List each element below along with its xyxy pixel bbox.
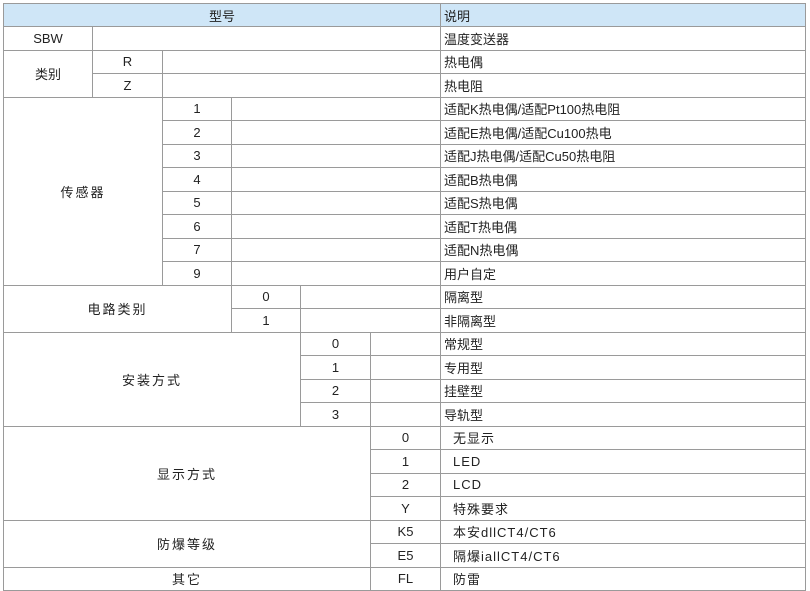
code-cell: Y — [369, 496, 442, 521]
table-row: 传感器 1 适配K热电偶/适配Pt100热电阻 — [3, 96, 806, 286]
desc-cell: 适配K热电偶/适配Pt100热电阻 — [440, 96, 806, 121]
code-cell: 0 — [369, 425, 442, 450]
code-cell: 3 — [162, 143, 232, 168]
desc-cell: 本安dllCT4/CT6 — [440, 519, 806, 544]
desc-cell: 防雷 — [440, 566, 806, 591]
code-cell: 2 — [300, 378, 371, 403]
table-row: 3 适配J热电偶/适配Cu50热电阻 — [4, 143, 806, 168]
desc-cell: 适配N热电偶 — [440, 237, 806, 262]
empty-cell — [230, 261, 442, 286]
code-cell: 5 — [162, 190, 232, 215]
group-label: 显示方式 — [3, 425, 371, 521]
desc-cell: LCD — [440, 472, 806, 497]
code-cell: 3 — [300, 402, 371, 427]
table-row: Y 特殊要求 — [4, 496, 806, 521]
empty-cell — [230, 237, 442, 262]
code-cell: FL — [369, 566, 442, 591]
code-cell: R — [92, 49, 163, 74]
empty-cell — [230, 167, 442, 192]
code-cell: 6 — [162, 214, 232, 239]
code-cell: 1 — [369, 449, 442, 474]
table-row: 2 适配E热电偶/适配Cu100热电 — [4, 120, 806, 145]
code-cell: K5 — [369, 519, 442, 544]
code-cell: 1 — [300, 355, 371, 380]
code-cell: 7 — [162, 237, 232, 262]
empty-cell — [299, 284, 442, 309]
desc-cell: 无显示 — [440, 425, 806, 450]
empty-cell — [299, 308, 442, 333]
table-row: Z 热电阻 — [4, 73, 806, 98]
code-cell: E5 — [369, 543, 442, 568]
table-row: 7 适配N热电偶 — [4, 237, 806, 262]
group-label: 电路类别 — [3, 284, 232, 333]
desc-cell: 非隔离型 — [440, 308, 806, 333]
desc-cell: 温度变送器 — [440, 26, 806, 51]
empty-cell — [91, 26, 442, 51]
group-label: 类别 — [3, 49, 93, 98]
empty-cell — [230, 214, 442, 239]
table-row: E5 隔爆iallCT4/CT6 — [4, 543, 806, 568]
desc-cell: 特殊要求 — [440, 496, 806, 521]
desc-cell: 热电阻 — [440, 73, 806, 98]
table-row: SBW 温度变送器 — [3, 26, 806, 51]
desc-cell: 用户自定 — [440, 261, 806, 286]
header-row: 型号 说明 — [2, 3, 806, 27]
table-row: 4 适配B热电偶 — [4, 167, 806, 192]
empty-cell — [230, 120, 442, 145]
empty-cell — [369, 378, 442, 403]
table-row: 9 用户自定 — [4, 261, 806, 286]
table-row: 2 LCD — [4, 472, 806, 497]
group-label: 安装方式 — [3, 331, 301, 427]
code-cell: 0 — [300, 331, 371, 356]
group-label: 防爆等级 — [3, 519, 371, 568]
code-cell: 1 — [231, 308, 301, 333]
desc-cell: 适配T热电偶 — [440, 214, 806, 239]
desc-cell: 挂壁型 — [440, 378, 806, 403]
code-cell: 2 — [162, 120, 232, 145]
code-cell: 2 — [369, 472, 442, 497]
header-model: 型号 — [2, 3, 442, 27]
table-row: 1 专用型 — [4, 355, 806, 380]
empty-cell — [161, 73, 442, 98]
desc-cell: 隔爆iallCT4/CT6 — [440, 543, 806, 568]
desc-cell: 导轨型 — [440, 402, 806, 427]
model-selection-table: 型号 说明 SBW 温度变送器 类别 R 热电偶 Z 热电阻 传感器 1 适配K热电… — [2, 3, 806, 591]
code-cell: 4 — [162, 167, 232, 192]
table-row: 6 适配T热电偶 — [4, 214, 806, 239]
empty-cell — [230, 143, 442, 168]
table-row: 3 导轨型 — [4, 402, 806, 427]
empty-cell — [369, 355, 442, 380]
table-row: 其它 FL 防雷 — [3, 566, 806, 591]
table-row: 电路类别 0 隔离型 — [3, 284, 806, 333]
empty-cell — [161, 49, 442, 74]
desc-cell: 专用型 — [440, 355, 806, 380]
empty-cell — [369, 331, 442, 356]
code-cell: Z — [92, 73, 163, 98]
code-cell: 0 — [231, 284, 301, 309]
group-label: 传感器 — [3, 96, 163, 286]
table-row: 显示方式 0 无显示 — [3, 425, 806, 521]
empty-cell — [369, 402, 442, 427]
code-cell: 1 — [162, 96, 232, 121]
desc-cell: 适配J热电偶/适配Cu50热电阻 — [440, 143, 806, 168]
empty-cell — [230, 96, 442, 121]
desc-cell: 适配B热电偶 — [440, 167, 806, 192]
table-row: 类别 R 热电偶 — [3, 49, 806, 98]
desc-cell: 隔离型 — [440, 284, 806, 309]
desc-cell: 适配E热电偶/适配Cu100热电 — [440, 120, 806, 145]
code-cell: SBW — [3, 26, 93, 51]
table-row: 防爆等级 K5 本安dllCT4/CT6 — [3, 519, 806, 568]
group-label: 其它 — [3, 566, 371, 591]
table-row: 2 挂壁型 — [4, 378, 806, 403]
table-row: 安装方式 0 常规型 — [3, 331, 806, 427]
table-row: 1 非隔离型 — [4, 308, 806, 333]
desc-cell: LED — [440, 449, 806, 474]
desc-cell: 常规型 — [440, 331, 806, 356]
desc-cell: 适配S热电偶 — [440, 190, 806, 215]
code-cell: 9 — [162, 261, 232, 286]
empty-cell — [230, 190, 442, 215]
header-desc: 说明 — [440, 3, 806, 27]
table-row: 1 LED — [4, 449, 806, 474]
desc-cell: 热电偶 — [440, 49, 806, 74]
